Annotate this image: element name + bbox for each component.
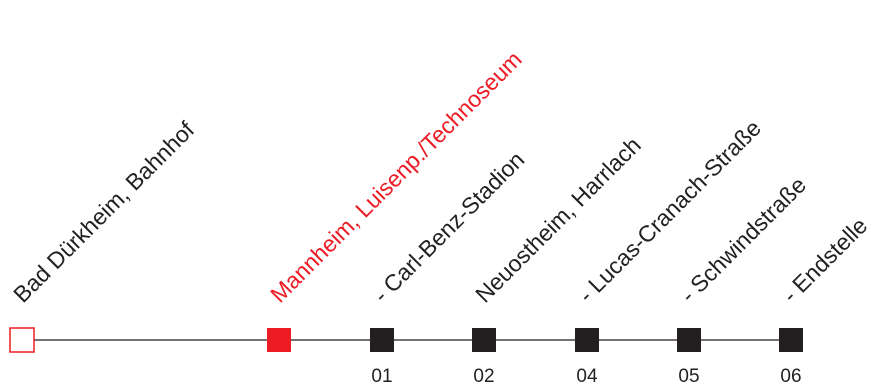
stop-label: - Lucas-Cranach-Straße xyxy=(573,115,766,308)
filled-square-icon xyxy=(575,328,599,352)
stop-number: 01 xyxy=(371,366,392,387)
filled-square-icon xyxy=(370,328,394,352)
stop-number: 05 xyxy=(678,366,699,387)
filled-square-icon xyxy=(677,328,701,352)
stop: Bad Dürkheim, Bahnhof xyxy=(8,116,200,353)
stop-label: Neuostheim, Harrlach xyxy=(470,132,646,308)
hollow-square-icon xyxy=(9,327,35,353)
stop: - Endstelle 06 xyxy=(777,212,872,387)
filled-square-icon xyxy=(779,328,803,352)
stop-label: Bad Dürkheim, Bahnhof xyxy=(8,116,199,307)
stop-number: 02 xyxy=(473,366,494,387)
stop-number: 06 xyxy=(780,366,801,387)
stop-number: 04 xyxy=(576,366,598,387)
filled-square-icon xyxy=(472,328,496,352)
filled-square-icon xyxy=(267,328,291,352)
stop-label: - Endstelle xyxy=(777,212,872,307)
